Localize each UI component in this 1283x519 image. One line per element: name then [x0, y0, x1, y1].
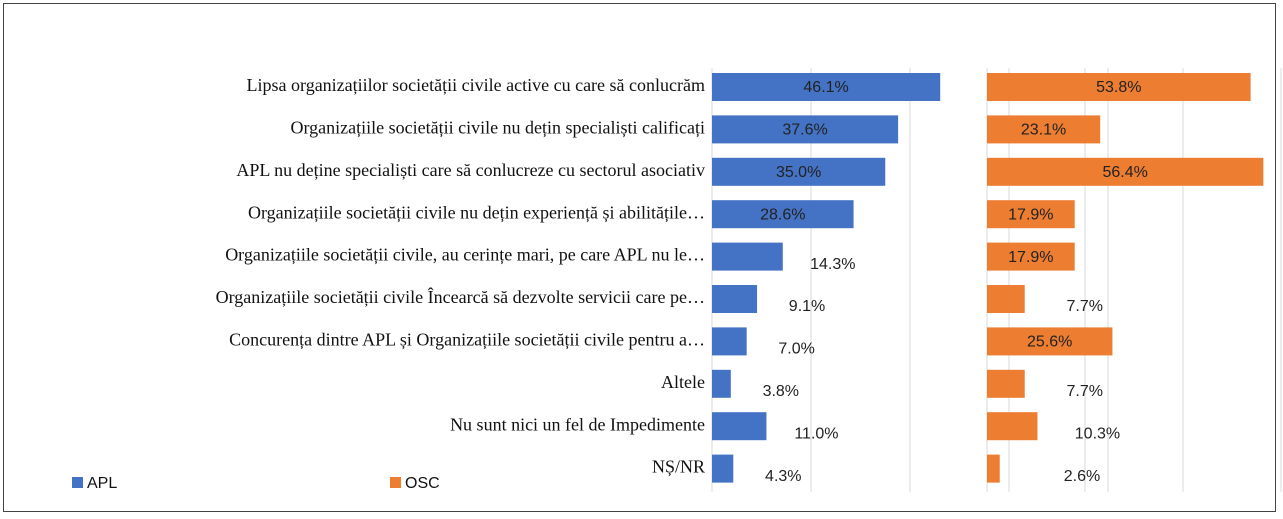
- bar: [712, 412, 767, 441]
- category-label: Concurența dintre APL și Organizațiile s…: [229, 330, 705, 350]
- bar: [987, 412, 1038, 441]
- value-label: 23.1%: [1021, 122, 1066, 139]
- value-label: 17.9%: [1008, 249, 1053, 266]
- bar: [712, 327, 747, 356]
- value-label: 7.0%: [778, 341, 814, 358]
- bar: [712, 157, 886, 186]
- legend-label: APL: [87, 475, 117, 492]
- bar: [987, 73, 1251, 101]
- bar: [987, 157, 1264, 186]
- legend-swatch: [72, 477, 83, 488]
- category-label: Lipsa organizațiilor societății civile a…: [247, 75, 705, 95]
- value-label: 9.1%: [789, 298, 825, 315]
- legend-swatch: [390, 477, 401, 488]
- category-label: Organizațiile societății civile Încearcă…: [216, 286, 705, 307]
- value-label: 25.6%: [1027, 334, 1072, 351]
- category-label: APL nu deține specialiști care să conluc…: [236, 160, 705, 180]
- bar: [712, 115, 899, 144]
- category-label: NȘ/NR: [652, 457, 705, 477]
- category-label: Organizațiile societății civile nu dețin…: [290, 118, 705, 138]
- value-label: 10.3%: [1075, 425, 1120, 442]
- bar: [987, 369, 1025, 398]
- bar: [712, 200, 854, 229]
- value-label: 35.0%: [776, 164, 821, 181]
- category-label: Nu sunt nici un fel de Impedimente: [450, 414, 705, 434]
- bar: [712, 454, 734, 483]
- value-label: 56.4%: [1102, 164, 1147, 181]
- bar: [987, 115, 1101, 144]
- value-label: 28.6%: [760, 206, 805, 223]
- value-label: 14.3%: [810, 256, 855, 273]
- value-label: 46.1%: [803, 79, 848, 96]
- value-label: 7.7%: [1066, 383, 1102, 400]
- category-label: Altele: [661, 372, 705, 392]
- value-label: 37.6%: [782, 122, 827, 139]
- bar: [712, 369, 731, 398]
- value-label: 3.8%: [763, 383, 799, 400]
- bar: [987, 285, 1025, 313]
- value-label: 53.8%: [1096, 79, 1141, 96]
- bar: [987, 200, 1075, 229]
- bar: [987, 454, 1000, 483]
- bar: [712, 242, 783, 271]
- value-label: 4.3%: [765, 468, 801, 485]
- bar: [712, 285, 758, 313]
- bar: [987, 327, 1113, 356]
- category-label: Organizațiile societății civile nu dețin…: [248, 202, 705, 222]
- value-label: 2.6%: [1064, 468, 1100, 485]
- bar: [987, 242, 1075, 271]
- legend-label: OSC: [405, 475, 440, 492]
- bar: [712, 73, 941, 101]
- value-label: 7.7%: [1066, 298, 1102, 315]
- category-label: Organizațiile societății civile, au ceri…: [225, 245, 705, 265]
- value-label: 11.0%: [794, 425, 838, 442]
- value-label: 17.9%: [1008, 206, 1053, 223]
